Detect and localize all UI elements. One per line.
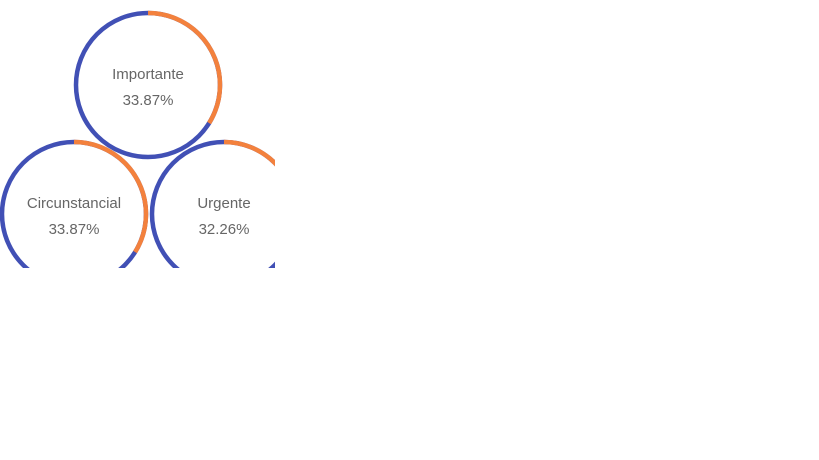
ring-value-label: 33.87%	[123, 92, 174, 109]
ring-urgente: Urgente 32.26%	[149, 139, 275, 268]
ring-category-label: Circunstancial	[27, 195, 121, 212]
ring-category-label: Urgente	[197, 195, 250, 212]
ring-value-arc	[223, 139, 275, 167]
ring-circunstancial: Circunstancial 33.87%	[0, 139, 149, 268]
ring-value-arc	[73, 139, 149, 254]
ring-value-label: 33.87%	[49, 221, 100, 238]
ring-category-label: Importante	[112, 66, 184, 83]
ring-importante: Importante 33.87%	[73, 10, 223, 160]
rings-chart: Importante 33.87% Circunstancial 33.87% Urge…	[0, 10, 275, 268]
ring-value-arc	[147, 10, 223, 125]
ring-value-label: 32.26%	[199, 221, 250, 238]
chart-area: Importante 33.87% Circunstancial 33.87% Urge…	[0, 0, 275, 268]
